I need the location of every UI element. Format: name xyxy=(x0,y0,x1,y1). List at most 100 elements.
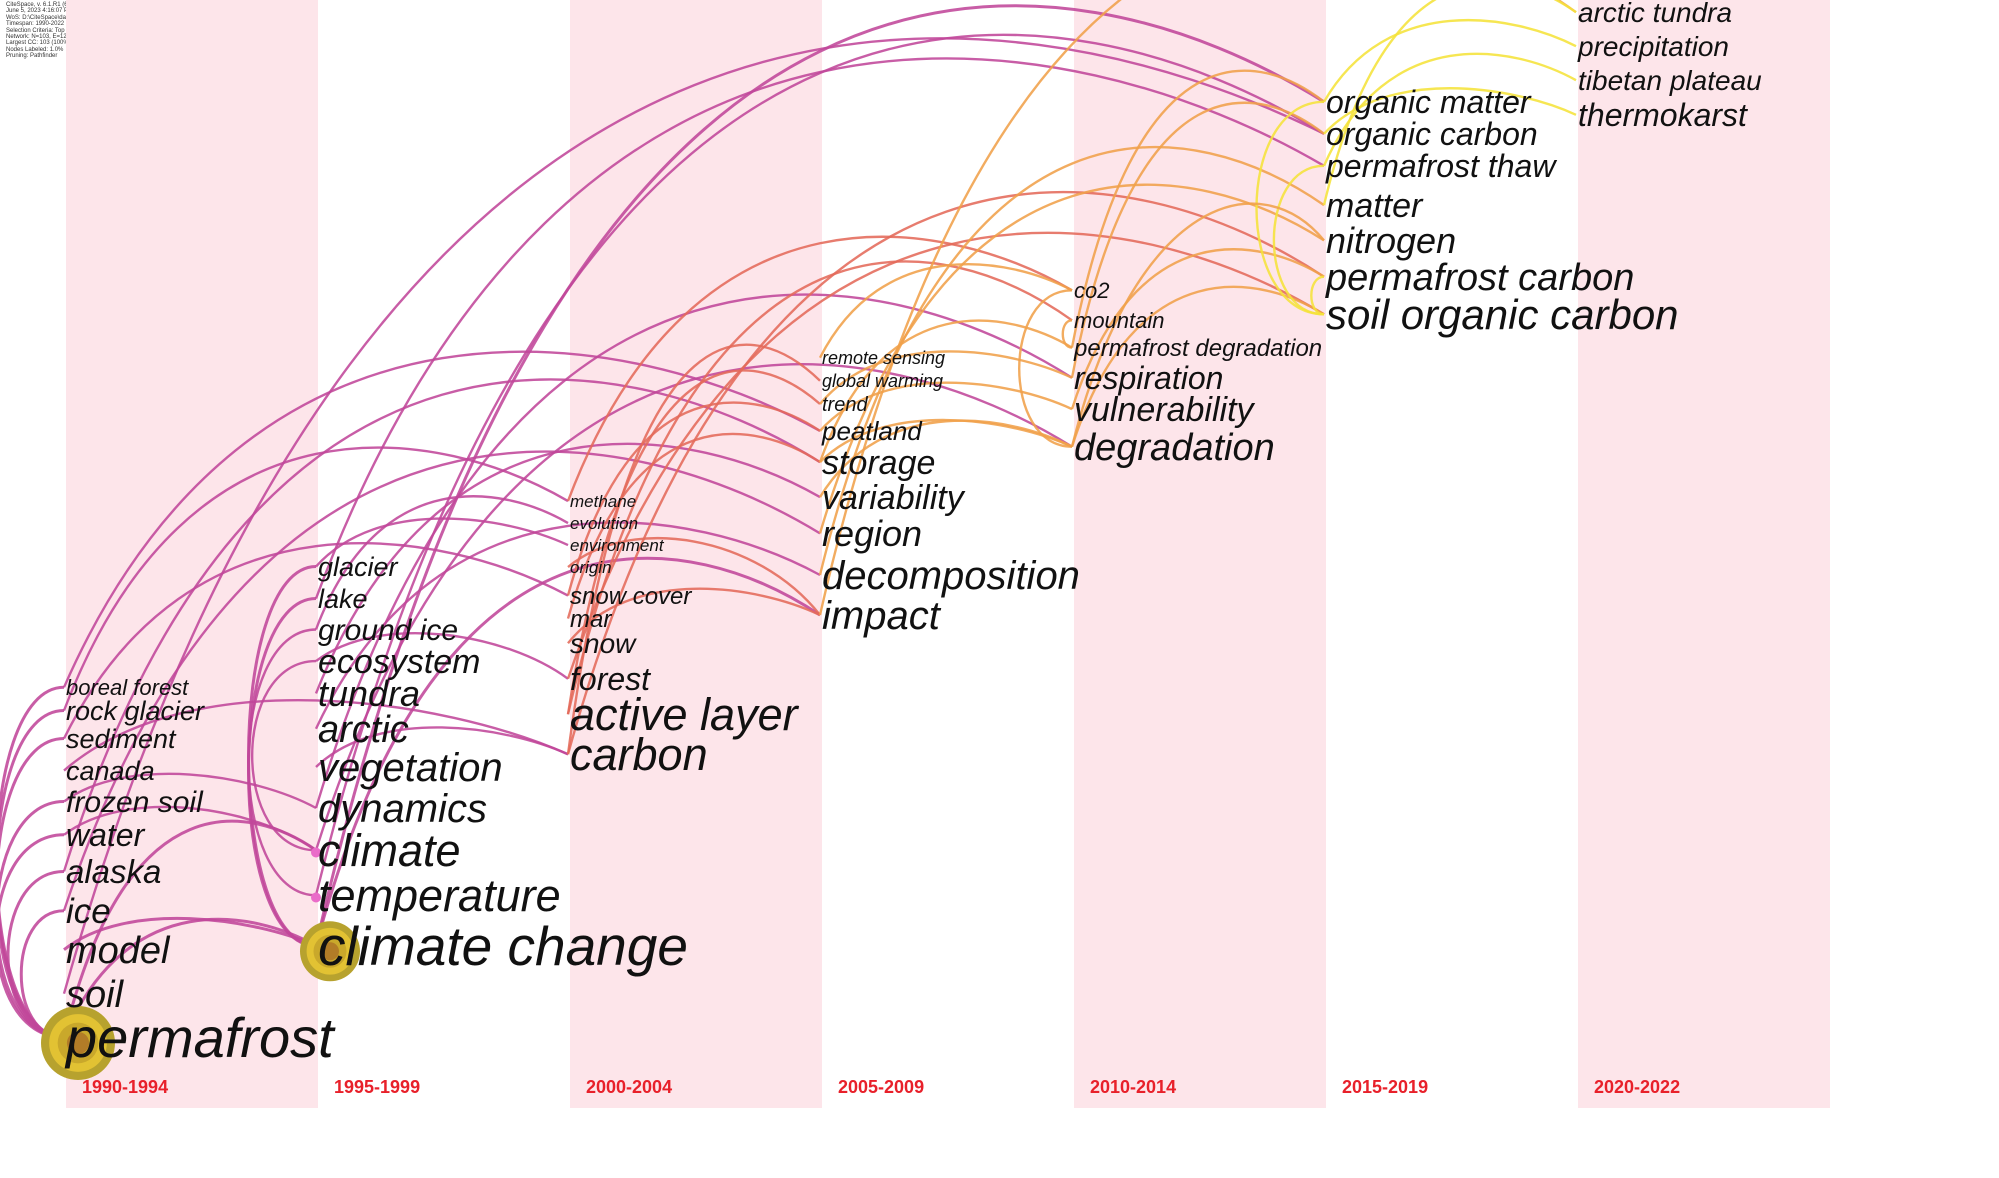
link-alaska-to-storage xyxy=(62,378,821,872)
link-co2-to-degradation xyxy=(1018,289,1073,448)
keyword-evolution: evolution xyxy=(570,514,638,533)
keyword-ground-ice: ground ice xyxy=(318,614,458,647)
keyword-mountain: mountain xyxy=(1074,308,1165,333)
link-trend-to-respiration xyxy=(819,350,1073,405)
link-snow-to-impact xyxy=(567,587,821,644)
link-permafrost-thaw-to-tibetan-plateau xyxy=(1322,52,1577,167)
link-remote-sensing-to-co2 xyxy=(818,262,1073,359)
header-line: Timespan: 1990-2022 (Slice Length=5) xyxy=(6,21,110,28)
header-line: CiteSpace, v. 6.1.R1 (64-bit) xyxy=(6,2,82,8)
link-vulnerability-to-permafrost-carbon xyxy=(1070,248,1325,410)
co-occurrence-links xyxy=(0,0,1577,1039)
period-label-1990-1994: 1990-1994 xyxy=(82,1077,168,1097)
keyword-co2: co2 xyxy=(1074,278,1109,303)
link-degradation-to-soil-organic-carbon xyxy=(1070,285,1325,448)
keyword-permafrost-carbon: permafrost carbon xyxy=(1325,257,1634,299)
keyword-vegetation: vegetation xyxy=(318,746,503,790)
link-impact-to-arctic-tundra xyxy=(818,0,1577,616)
link-dynamics-to-respiration xyxy=(314,293,1073,809)
link-origin-to-impact xyxy=(567,537,821,616)
keyword-methane: methane xyxy=(570,492,636,511)
link-water-to-climate xyxy=(63,805,317,852)
keyword-nitrogen: nitrogen xyxy=(1326,220,1456,261)
keyword-temperature: temperature xyxy=(318,870,561,921)
header-line: Largest CC: 103 (100%) xyxy=(6,40,71,47)
link-temperature-to-ground-ice xyxy=(247,628,317,897)
link-mar-to-storage xyxy=(566,432,821,619)
link-peatland-to-vulnerability xyxy=(819,381,1073,432)
keyword-snow: snow xyxy=(570,628,637,659)
keyword-arctic-tundra: arctic tundra xyxy=(1578,0,1732,28)
header-line: June 5, 2023 4:16:07 PM CST xyxy=(6,8,87,15)
link-tundra-to-variability xyxy=(314,442,821,694)
keyword-degradation: degradation xyxy=(1074,427,1275,469)
link-climate-change-to-impact xyxy=(314,556,821,947)
link-carbon-to-global-warming xyxy=(566,343,821,755)
keyword-storage: storage xyxy=(822,444,935,482)
keyword-peatland: peatland xyxy=(821,416,923,446)
keyword-ecosystem: ecosystem xyxy=(318,643,481,681)
keyword-tundra: tundra xyxy=(318,673,420,714)
node-temperature xyxy=(311,892,321,903)
link-ice-to-region xyxy=(62,450,821,912)
keyword-impact: impact xyxy=(822,594,942,638)
link-nitrogen-to-degradation xyxy=(1070,202,1325,447)
keyword-permafrost-degradation: permafrost degradation xyxy=(1073,335,1322,362)
header-line: Network: N=103, E=126 (Density=0.024) xyxy=(6,34,115,41)
keyword-climate: climate xyxy=(318,825,461,876)
link-respiration-to-organic-carbon xyxy=(1070,101,1325,379)
keyword-vulnerability: vulnerability xyxy=(1074,391,1256,429)
keyword-model: model xyxy=(66,930,171,972)
period-label-2005-2009: 2005-2009 xyxy=(838,1077,924,1097)
link-snow-cover-to-peatland xyxy=(566,401,821,596)
band-2010-2014 xyxy=(1074,0,1326,1108)
keyword-decomposition: decomposition xyxy=(822,554,1080,598)
link-temperature-to-organic-carbon xyxy=(314,33,1325,896)
link-variability-to-degradation xyxy=(818,419,1073,498)
link-active-layer-to-trend xyxy=(566,369,821,715)
keyword-boreal-forest: boreal forest xyxy=(66,675,189,700)
keyword-soil-organic-carbon: soil organic carbon xyxy=(1326,291,1679,338)
keyword-tibetan-plateau: tibetan plateau xyxy=(1578,65,1762,96)
keyword-organic-carbon: organic carbon xyxy=(1326,116,1538,152)
link-permafrost-degradation-to-organic-matter xyxy=(1070,69,1325,348)
keyword-remote-sensing: remote sensing xyxy=(822,348,945,368)
link-permafrost-to-sediment xyxy=(0,737,65,1039)
link-matter-to-arctic-tundra xyxy=(1322,0,1577,206)
link-decomposition-to-matter xyxy=(818,145,1325,576)
link-mountain-to-permafrost-degradation xyxy=(1061,319,1073,349)
header-line: Nodes Labeled: 1.0% xyxy=(6,46,64,53)
link-canada-to-carbon xyxy=(63,698,569,772)
link-sediment-to-snow-cover xyxy=(62,542,569,740)
keyword-variability: variability xyxy=(822,479,966,517)
keyword-permafrost-thaw: permafrost thaw xyxy=(1325,148,1557,184)
keyword-trend: trend xyxy=(822,394,868,416)
link-frozen-soil-to-dynamics xyxy=(63,772,317,810)
period-labels: 1990-1994 1995-1999 2000-2004 2005-2009 2010… xyxy=(82,1077,1680,1097)
keyword-thermokarst: thermokarst xyxy=(1578,97,1748,133)
keyword-snow-cover: snow cover xyxy=(570,583,692,610)
link-vegetation-to-carbon xyxy=(315,726,569,768)
link-climate-to-degradation xyxy=(314,363,1073,851)
keyword-nodes xyxy=(41,847,360,1080)
link-permafrost-thaw-to-soil-organic-carbon xyxy=(1272,164,1325,316)
keyword-lake: lake xyxy=(318,584,368,614)
link-rock-glacier-to-methane xyxy=(62,446,569,711)
keyword-permafrost: permafrost xyxy=(64,1006,336,1069)
keyword-precipitation: precipitation xyxy=(1577,31,1729,62)
keyword-rock-glacier: rock glacier xyxy=(66,696,205,726)
link-ground-ice-to-evolution xyxy=(314,495,569,630)
period-label-1995-1999: 1995-1999 xyxy=(334,1077,420,1097)
keyword-sediment: sediment xyxy=(66,724,177,754)
keyword-environment: environment xyxy=(570,536,665,555)
link-arctic-to-decomposition xyxy=(314,521,821,730)
keyword-forest: forest xyxy=(570,661,651,697)
node-climate-change-core xyxy=(321,942,339,961)
link-climate-change-to-organic-matter xyxy=(314,4,1325,947)
keyword-mar: mar xyxy=(570,606,612,633)
keyword-canada: canada xyxy=(66,756,155,786)
header-line: Pruning: Pathfinder xyxy=(6,53,58,60)
link-storage-to-permafrost-degradation xyxy=(818,319,1073,463)
